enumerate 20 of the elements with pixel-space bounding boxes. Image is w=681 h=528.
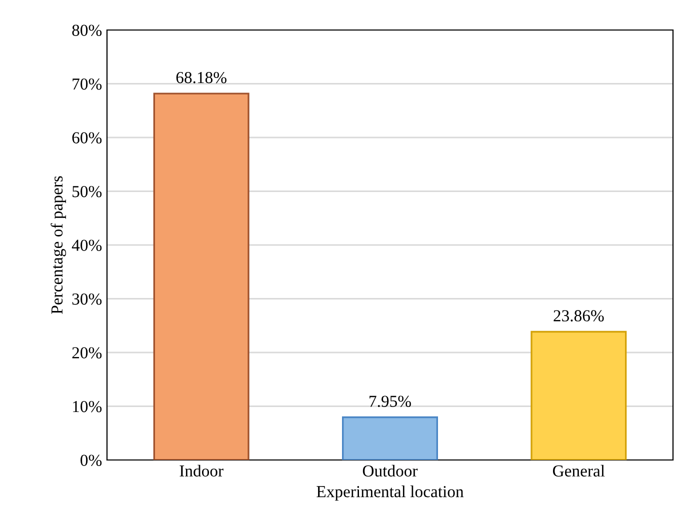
y-tick-label: 80% [72, 24, 102, 36]
x-tick-label: General [552, 464, 605, 477]
bar [342, 416, 438, 460]
y-tick-label: 30% [72, 293, 102, 305]
data-label: 68.18% [176, 72, 226, 84]
x-tick-label: Outdoor [362, 464, 418, 477]
y-tick-label: 60% [72, 132, 102, 144]
y-tick-label: 0% [80, 454, 102, 466]
data-label: 23.86% [554, 310, 604, 322]
x-axis-title: Experimental location [316, 486, 464, 501]
y-axis-title: Percentage of papers [50, 176, 66, 314]
y-tick-label: 40% [72, 240, 102, 251]
data-label: 7.95% [370, 396, 411, 408]
y-tick-label: 20% [72, 347, 102, 358]
y-tick-label: 70% [72, 78, 102, 90]
bar [530, 330, 627, 460]
bar [153, 92, 250, 460]
y-tick-label: 10% [73, 400, 102, 412]
y-tick-label: 50% [72, 186, 102, 198]
x-tick-label: Indoor [180, 464, 224, 477]
